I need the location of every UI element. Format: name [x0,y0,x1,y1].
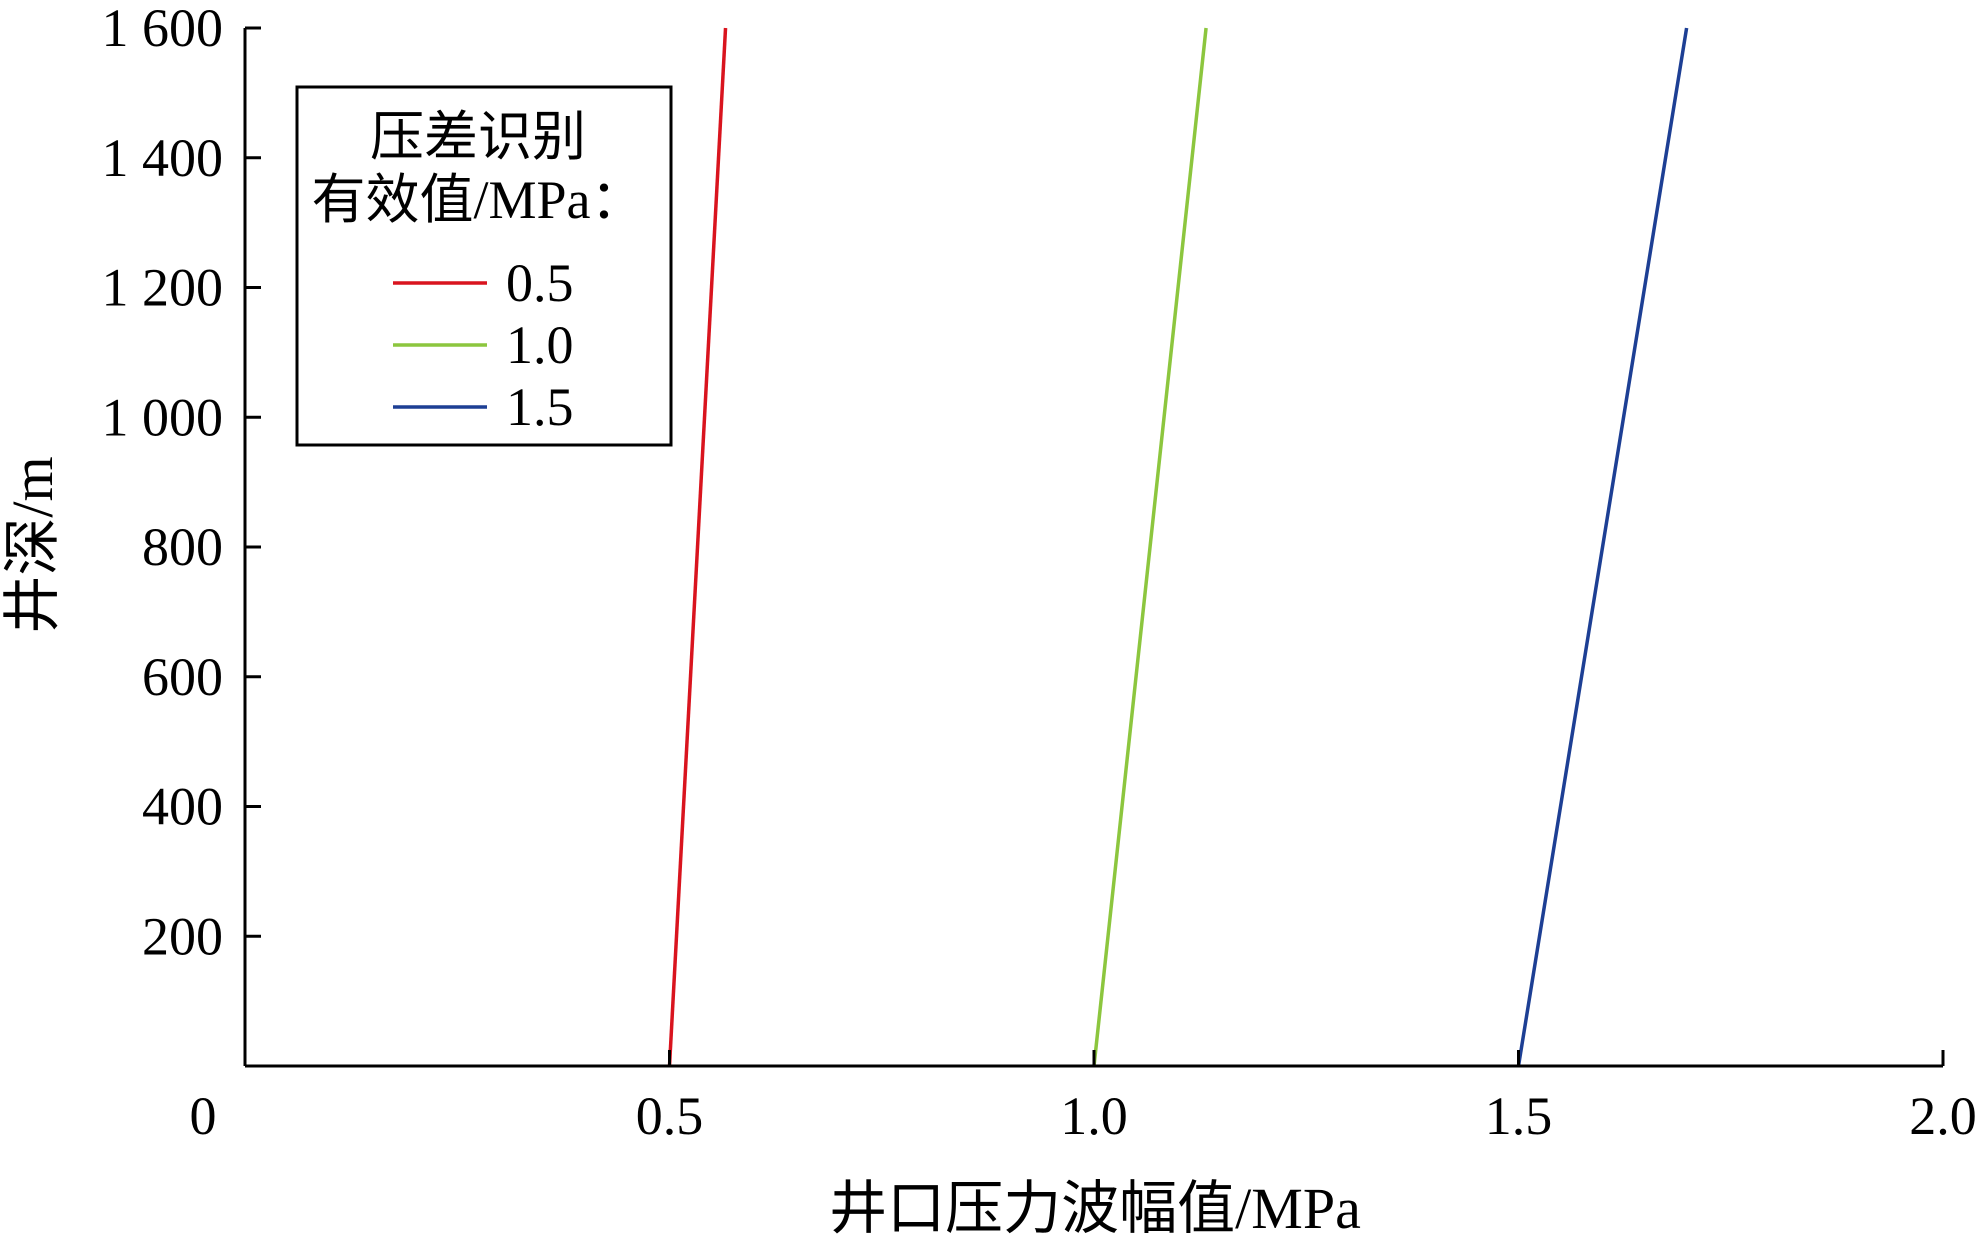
y-tick-label: 1 200 [102,258,224,318]
series-line-1.0 [1092,27,1208,1067]
legend-label-1.5: 1.5 [506,377,574,437]
y-tick-label: 400 [142,777,223,837]
legend-box [295,85,673,447]
y-tick-label: 600 [142,647,223,707]
x-ticks: 0 0.5 1.0 1.5 2.0 [190,1050,1977,1146]
y-tick-label: 800 [142,517,223,577]
legend-items: 0.51.01.5 [393,253,574,437]
y-tick-label: 1 600 [102,0,224,58]
y-tick-label: 1 000 [102,387,224,447]
x-tick-label: 0.5 [636,1086,704,1146]
x-tick-label: 1.5 [1485,1086,1553,1146]
legend-label-0.5: 0.5 [506,253,574,313]
y-ticks: 200 400 600 800 1 000 1 200 1 400 1 600 [102,0,261,966]
x-tick-label: 0 [190,1086,217,1146]
legend-label-1.0: 1.0 [506,315,574,375]
x-tick-label: 1.0 [1060,1086,1128,1146]
plot-lines [667,27,1689,1067]
y-axis-title: 井深/m [0,456,65,633]
legend: 压差识别 有效值/MPa： 0.51.01.5 [295,85,673,447]
y-tick-label: 200 [142,906,223,966]
x-tick-label: 2.0 [1909,1086,1977,1146]
legend-title-line1: 压差识别 [370,107,586,167]
series-line-0.5 [667,27,728,1067]
legend-title-line2: 有效值/MPa： [311,170,644,230]
x-axis-title: 井口压力波幅值/MPa [829,1176,1361,1241]
series-line-1.5 [1516,27,1689,1067]
y-tick-label: 1 400 [102,128,224,188]
